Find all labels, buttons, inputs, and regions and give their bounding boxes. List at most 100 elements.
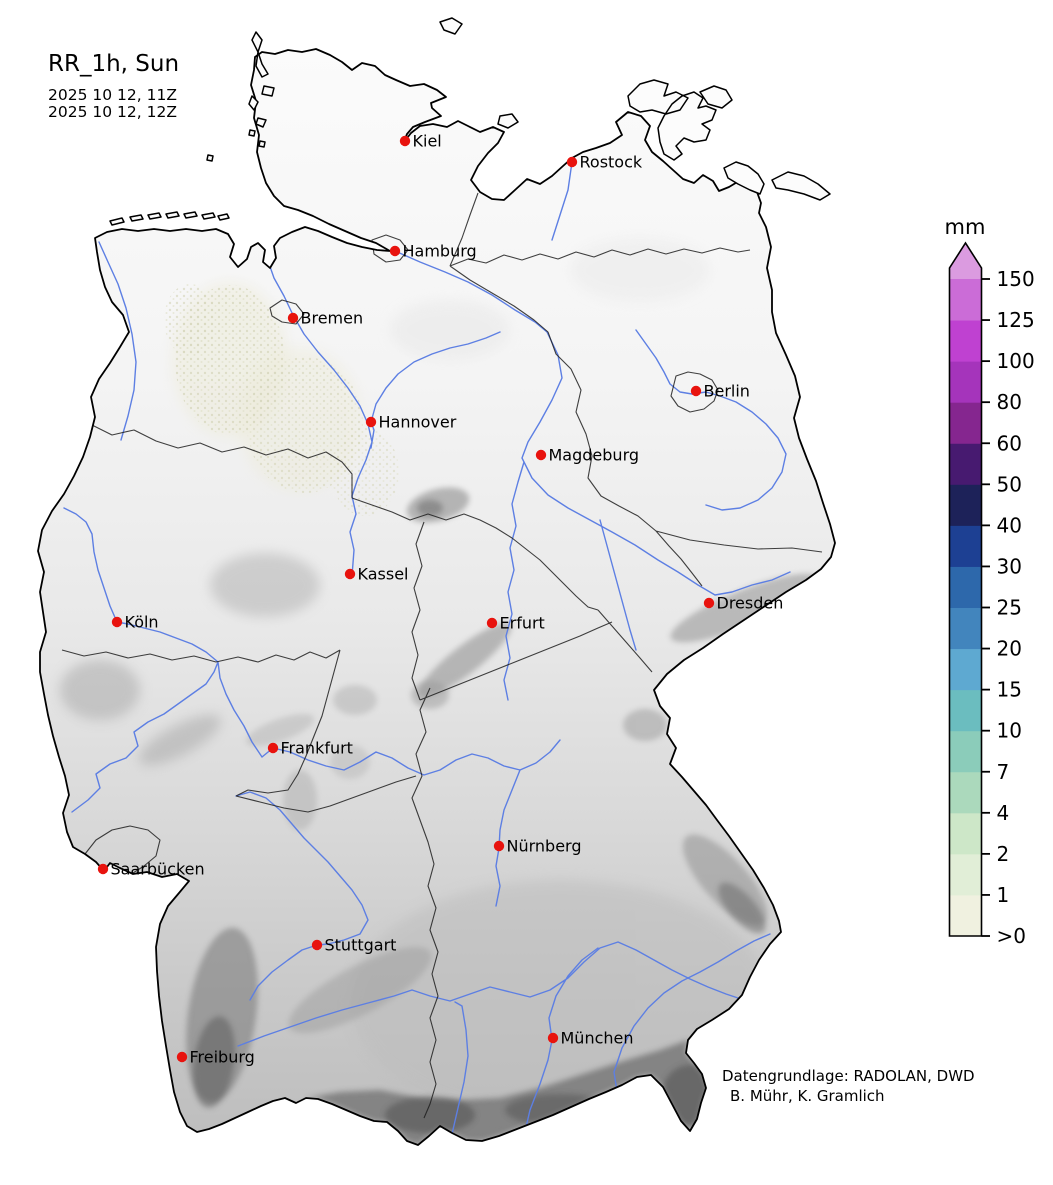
city-label: Köln [125,613,159,632]
colorbar-tick-label: 7 [997,760,1010,784]
colorbar-tick-label: 125 [997,308,1035,332]
city-label: Dresden [717,594,784,613]
colorbar-tick-label: 2 [997,842,1010,866]
colorbar-tick-label: 30 [997,554,1022,578]
city-label: München [561,1029,634,1048]
city-Köln: Köln [111,613,159,632]
city-dot [566,156,578,168]
city-Frankfurt: Frankfurt [267,739,353,758]
date-line-1: 2025 10 12, 11Z [48,86,177,104]
city-Freiburg: Freiburg [176,1048,255,1067]
city-label: Stuttgart [325,936,397,955]
city-label: Berlin [704,382,750,401]
attribution-line-2: B. Mühr, K. Gramlich [730,1087,885,1105]
colorbar-band [949,566,982,608]
city-Stuttgart: Stuttgart [311,936,397,955]
city-Kiel: Kiel [399,132,442,151]
colorbar-tick-label: 15 [997,678,1022,702]
city-label: Freiburg [190,1048,255,1067]
colorbar-band [949,361,982,403]
colorbar-band [949,484,982,526]
colorbar-band [949,525,982,567]
colorbar-overflow-arrow [949,243,982,279]
city-Magdeburg: Magdeburg [535,446,640,465]
colorbar-band [949,320,982,362]
colorbar-band [949,279,982,321]
map-title: RR_1h, Sun [48,51,179,77]
city-label: Bremen [301,309,364,328]
colorbar-bands [948,241,983,937]
city-dot [389,245,401,257]
city-label: Hamburg [403,242,477,261]
city-label: Hannover [379,413,457,432]
precipitation-layer [164,282,399,516]
city-Dresden: Dresden [703,594,784,613]
colorbar-tick-label: 1 [997,883,1010,907]
colorbar-band [949,648,982,691]
city-Nürnberg: Nürnberg [493,837,582,856]
colorbar-tick-label: 20 [997,637,1022,661]
city-dot [547,1032,559,1044]
city-dot [493,840,505,852]
city-München: München [547,1029,634,1048]
colorbar-band [949,402,982,444]
city-dot [486,617,498,629]
terrain-relief-layer [60,161,823,1145]
city-Rostock: Rostock [566,153,643,172]
city-Saarbücken: Saarbücken [97,860,205,879]
city-dot [267,742,279,754]
city-dot [690,385,702,397]
city-Kassel: Kassel [344,565,409,584]
colorbar: mm >0 1 2 4 7 10 15 20 25 30 40 50 60 80 100 125 150 [945,215,1035,948]
city-Hamburg: Hamburg [389,242,477,261]
city-Erfurt: Erfurt [486,614,545,633]
map-layer: Kiel Rostock Hamburg Bremen Berlin Hannover Ma… [37,17,836,1146]
rivers [63,161,791,1137]
colorbar-band [949,607,982,650]
city-dot [176,1051,188,1063]
city-dot [311,939,323,951]
city-dot [97,863,109,875]
colorbar-tick-label: 60 [997,431,1022,455]
city-dot [287,312,299,324]
city-dot [365,416,377,428]
city-dot [344,568,356,580]
city-label: Saarbücken [111,860,205,879]
colorbar-tick-label: >0 [997,924,1026,948]
city-label: Nürnberg [507,837,582,856]
colorbar-band [949,443,982,485]
attribution-line-1: Datengrundlage: RADOLAN, DWD [722,1067,975,1085]
date-line-2: 2025 10 12, 12Z [48,103,177,121]
city-Hannover: Hannover [365,413,457,432]
colorbar-band [949,771,982,814]
city-dot [111,616,123,628]
city-dot [535,449,547,461]
colorbar-unit-label: mm [945,215,986,239]
colorbar-ticks: >0 1 2 4 7 10 15 20 25 30 40 50 60 80 100 125 150 [981,267,1035,948]
colorbar-band [949,894,982,937]
city-label: Rostock [580,153,643,172]
colorbar-band [949,853,982,896]
colorbar-tick-label: 80 [997,390,1022,414]
colorbar-tick-label: 25 [997,596,1022,620]
city-layer: Kiel Rostock Hamburg Bremen Berlin Hannover Ma… [97,132,784,1067]
colorbar-tick-label: 10 [997,719,1022,743]
colorbar-outline [948,241,983,937]
city-Berlin: Berlin [690,382,750,401]
state-borders [61,192,823,1119]
city-label: Frankfurt [281,739,353,758]
city-label: Kiel [413,132,442,151]
islands [109,17,831,226]
city-label: Magdeburg [549,446,640,465]
colorbar-tick-label: 4 [997,801,1010,825]
colorbar-tick-label: 40 [997,513,1022,537]
city-dot [399,135,411,147]
colorbar-tick-label: 100 [997,349,1035,373]
city-label: Erfurt [500,614,545,633]
colorbar-tick-label: 50 [997,472,1022,496]
city-label: Kassel [358,565,409,584]
colorbar-band [949,689,982,732]
city-dot [703,597,715,609]
